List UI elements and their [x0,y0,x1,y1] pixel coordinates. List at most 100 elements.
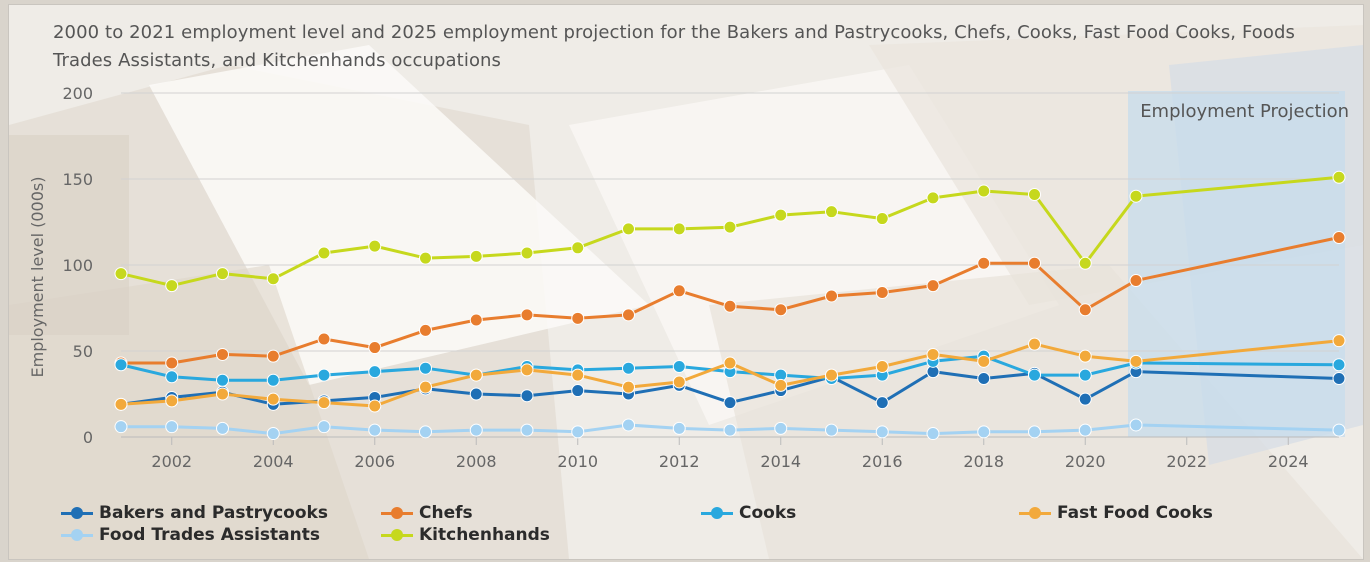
data-point [571,241,585,255]
data-point [723,220,737,234]
data-point [419,425,432,439]
data-point [266,392,280,406]
legend-label: Cooks [739,503,797,523]
legend-swatch [1019,506,1051,520]
data-point [1332,334,1346,348]
data-point [1078,303,1092,317]
data-point [368,365,382,379]
data-point [571,384,585,398]
data-point [1332,358,1346,372]
data-point [774,378,788,392]
projection-band [1128,91,1345,437]
data-point [1028,368,1041,382]
x-tick-label: 2018 [963,452,1004,471]
legend-swatch [381,528,413,542]
data-point [1028,187,1041,201]
data-point [1028,425,1041,439]
data-point [520,363,534,377]
legend-item[interactable]: Cooks [701,503,796,523]
data-point [977,256,991,270]
data-point [317,368,331,382]
x-tick-label: 2020 [1065,452,1106,471]
chart-frame: 2000 to 2021 employment level and 2025 e… [8,4,1364,560]
legend-item[interactable]: Chefs [381,503,473,523]
data-point [875,425,889,439]
data-point [977,354,991,368]
data-point [165,279,179,293]
data-point [1028,337,1041,351]
data-point [723,396,737,410]
data-point [165,420,179,434]
data-point [317,332,331,346]
legend-item[interactable]: Food Trades Assistants [61,525,320,545]
data-point [723,356,737,370]
data-point [520,308,534,322]
data-point [1129,418,1143,432]
data-point [977,425,991,439]
data-point [419,251,432,265]
y-tick-label: 0 [83,428,93,447]
x-tick-label: 2012 [659,452,700,471]
data-point [1129,189,1143,203]
legend-swatch [701,506,733,520]
y-tick-label: 100 [62,256,93,275]
x-tick-label: 2016 [862,452,903,471]
data-point [368,423,382,437]
x-tick-label: 2008 [456,452,497,471]
series-line [120,354,1340,382]
data-point [672,421,686,435]
x-tick-label: 2004 [253,452,294,471]
y-tick-label: 200 [62,84,93,103]
legend-label: Food Trades Assistants [99,525,320,545]
data-point [1129,273,1143,287]
data-point [622,418,635,432]
data-point [622,361,635,375]
data-point [926,191,940,205]
data-point [216,421,229,435]
data-point [114,267,128,281]
legend-swatch [61,506,93,520]
data-point [469,313,483,327]
data-point [1078,392,1092,406]
x-tick-label: 2002 [151,452,192,471]
data-point [672,284,686,298]
x-tick-label: 2022 [1166,452,1207,471]
legend-label: Chefs [419,503,473,523]
y-tick-label: 50 [73,342,93,361]
data-point [368,341,382,355]
series-line [120,175,1340,288]
legend-swatch [381,506,413,520]
legend-item[interactable]: Fast Food Cooks [1019,503,1213,523]
data-point [114,420,128,434]
data-point [825,289,838,303]
legend-item[interactable]: Kitchenhands [381,525,550,545]
data-point [469,368,483,382]
data-point [317,246,331,260]
line-chart: Employment Projection 0 50 100 150 200 2002 20… [28,84,1349,471]
data-point [216,373,229,387]
data-point [1129,354,1143,368]
data-point [266,373,280,387]
data-point [317,396,331,410]
legend-label: Fast Food Cooks [1057,503,1213,523]
data-point [368,239,382,253]
data-point [1332,170,1346,184]
data-point [672,359,686,373]
data-point [571,311,585,325]
data-point [875,286,889,300]
legend-swatch [61,528,93,542]
data-point [469,387,483,401]
legend-label: Kitchenhands [419,525,550,545]
x-tick-label: 2010 [557,452,598,471]
data-point [520,423,534,437]
data-point [216,387,229,401]
legend-item[interactable]: Bakers and Pastrycooks [61,503,328,523]
data-point [114,358,128,372]
y-axis-label: Employment level (000s) [28,177,47,378]
data-point [1078,368,1092,382]
data-point [165,356,179,370]
data-point [216,347,229,361]
data-point [723,299,737,313]
data-point [926,279,940,293]
data-point [825,423,838,437]
